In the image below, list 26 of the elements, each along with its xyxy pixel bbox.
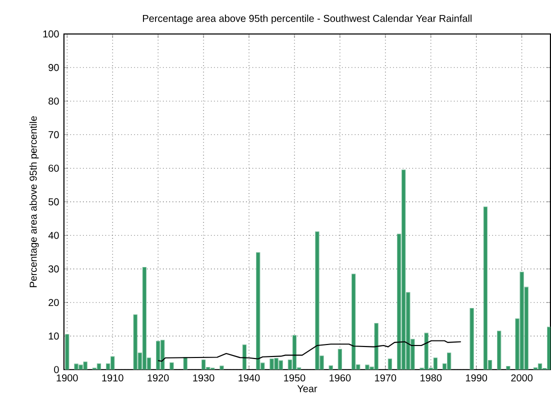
y-tick-label: 20 bbox=[48, 299, 59, 306]
y-tick-label: 60 bbox=[48, 164, 59, 172]
y-tick-label: 50 bbox=[48, 198, 59, 206]
line-series bbox=[158, 340, 462, 362]
x-tick-label: 1980 bbox=[420, 374, 442, 382]
x-tick-label: 1940 bbox=[238, 374, 260, 382]
y-tick-label: 90 bbox=[48, 64, 59, 72]
x-tick-label: 1900 bbox=[56, 374, 78, 382]
x-tick-label: 1930 bbox=[193, 374, 214, 382]
x-tick-label: 1950 bbox=[284, 374, 306, 382]
x-tick-label: 1970 bbox=[375, 374, 396, 382]
x-tick-label: 1920 bbox=[148, 374, 169, 382]
y-tick-label: 40 bbox=[48, 232, 59, 240]
y-tick-label: 10 bbox=[48, 332, 59, 340]
y-tick-label: 70 bbox=[48, 131, 59, 138]
x-tick-label: 1960 bbox=[330, 374, 351, 382]
chart-title: Percentage area above 95th percentile - Southwest Calendar Year Rainfall bbox=[142, 14, 472, 24]
y-tick-label: 80 bbox=[48, 98, 59, 105]
x-axis-title: Year bbox=[297, 385, 318, 392]
x-tick-label: 2000 bbox=[511, 374, 533, 382]
x-tick-label: 1990 bbox=[466, 374, 488, 382]
y-tick-label: 100 bbox=[43, 30, 59, 38]
y-axis-title: Percentage area above 95th percentile bbox=[29, 116, 39, 288]
x-tick-label: 1910 bbox=[102, 374, 124, 382]
y-tick-label: 30 bbox=[48, 266, 59, 273]
y-tick-label: 0 bbox=[54, 366, 59, 374]
